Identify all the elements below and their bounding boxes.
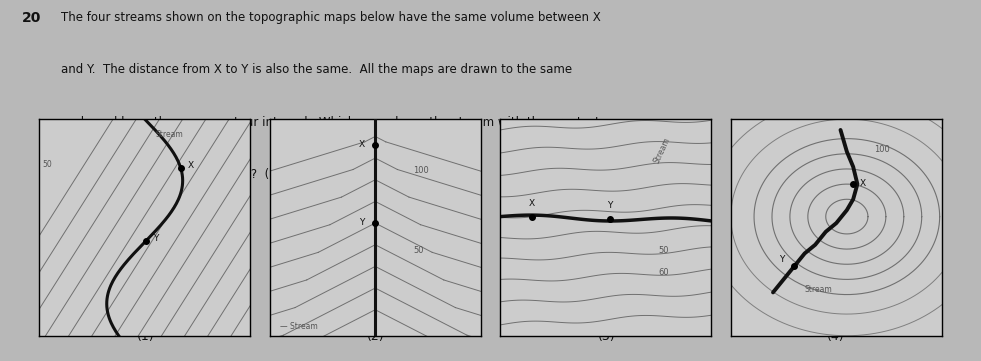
Text: scale and have the same contour interval.  Which map shows the stream with the g: scale and have the same contour interval… xyxy=(61,116,599,129)
Text: Stream: Stream xyxy=(652,135,672,165)
Text: (2): (2) xyxy=(367,330,385,343)
Text: Stream: Stream xyxy=(804,286,833,295)
Text: 100: 100 xyxy=(874,145,890,154)
Text: Y: Y xyxy=(359,218,365,226)
Text: X: X xyxy=(859,179,865,187)
Text: and Y.  The distance from X to Y is also the same.  All the maps are drawn to th: and Y. The distance from X to Y is also … xyxy=(61,63,572,76)
Text: 50: 50 xyxy=(413,247,424,256)
Text: Y: Y xyxy=(779,256,785,264)
Text: Y: Y xyxy=(153,234,159,243)
Text: Stream: Stream xyxy=(155,130,183,139)
Text: velocity between points X and Y?  (Ex 2006-06 #20): velocity between points X and Y? (Ex 200… xyxy=(61,168,369,181)
Text: The four streams shown on the topographic maps below have the same volume betwee: The four streams shown on the topographi… xyxy=(61,11,600,24)
Text: 50: 50 xyxy=(42,160,52,169)
Text: (3): (3) xyxy=(597,330,615,343)
Text: 50: 50 xyxy=(658,247,669,256)
Text: X: X xyxy=(529,199,535,208)
Text: Y: Y xyxy=(607,201,613,210)
Text: (4): (4) xyxy=(827,330,845,343)
Text: X: X xyxy=(188,161,194,170)
Text: 20: 20 xyxy=(22,11,41,25)
Text: — Stream: — Stream xyxy=(281,322,318,331)
Text: (1): (1) xyxy=(136,330,154,343)
Text: 100: 100 xyxy=(413,166,429,175)
Text: X: X xyxy=(359,140,365,148)
Text: 60: 60 xyxy=(658,268,669,277)
